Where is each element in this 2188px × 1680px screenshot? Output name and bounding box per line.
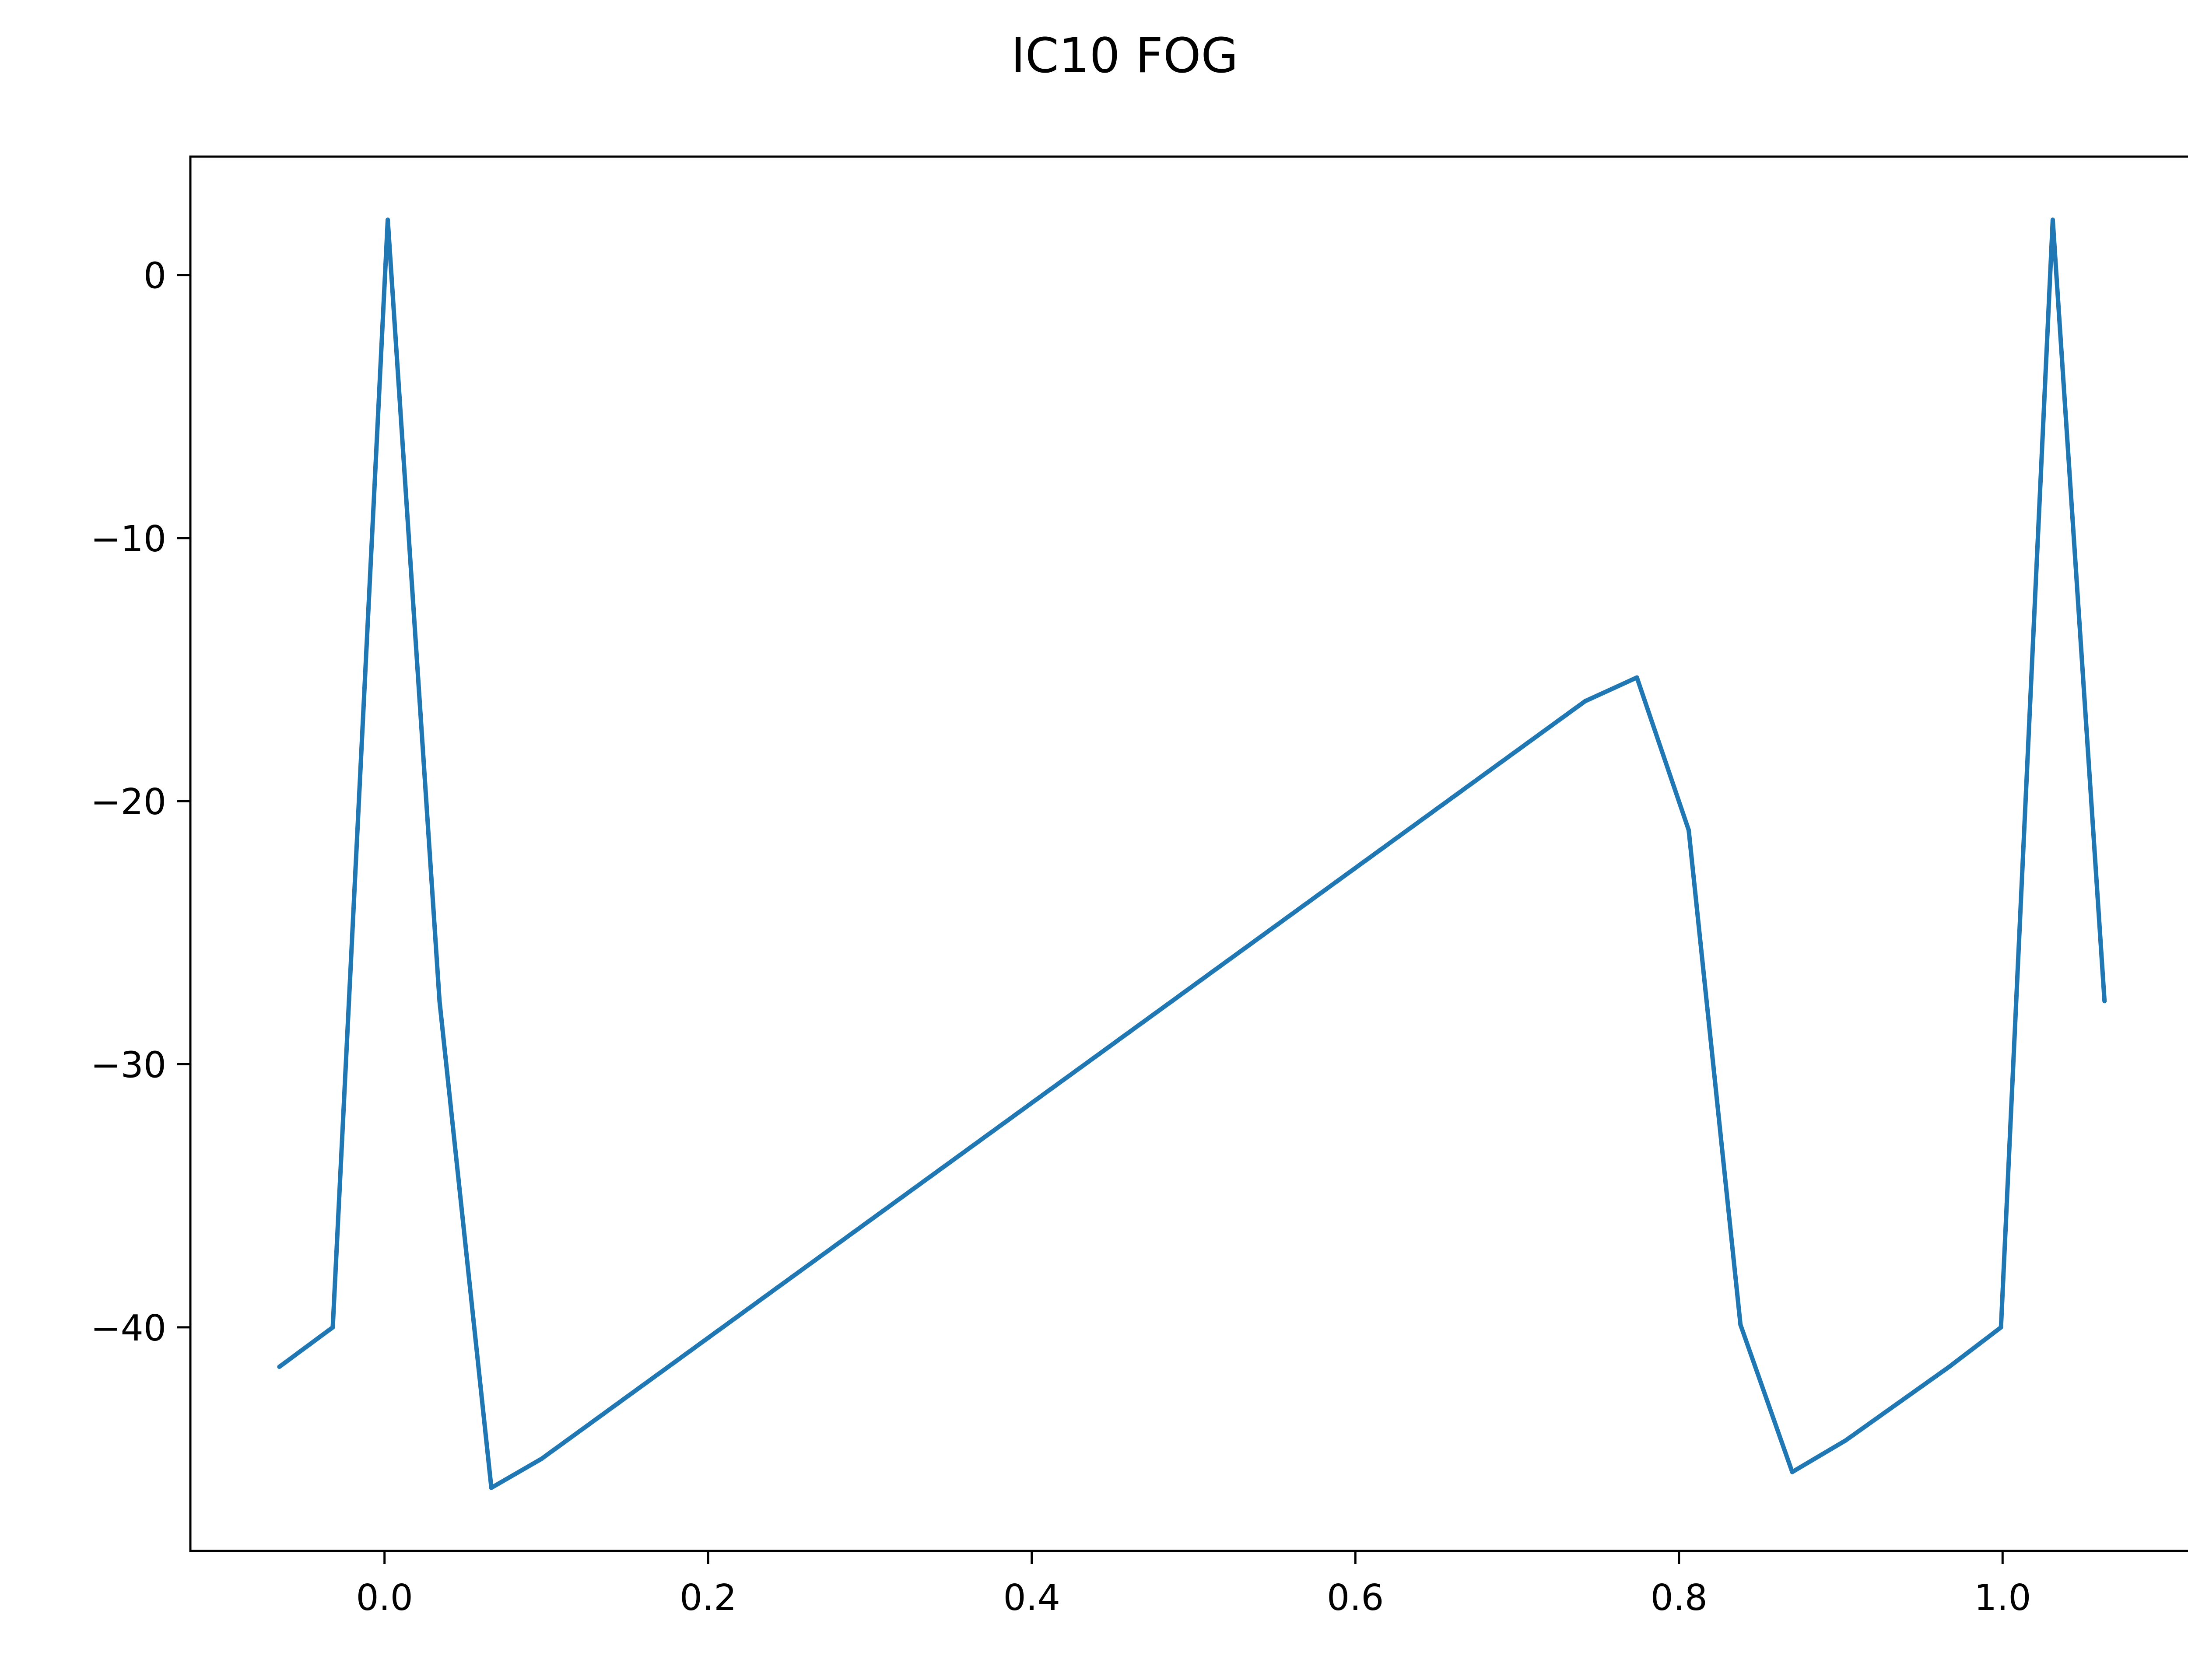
x-tick-label: 0.8: [1651, 1577, 1708, 1619]
data-point: [1634, 675, 1639, 680]
series-layer: [277, 217, 2107, 1490]
x-tick-label: 0.0: [356, 1577, 413, 1619]
plot-area: 0.0 0.2 0.4 0.6 0.8 1.0 0 −10 −20 −30 −40: [91, 155, 2188, 1619]
series-line: [278, 217, 2107, 1490]
data-point: [1947, 1365, 1952, 1369]
data-point: [386, 217, 390, 222]
data-point: [489, 1485, 494, 1490]
x-axis: 0.0 0.2 0.4 0.6 0.8 1.0: [356, 1551, 2031, 1619]
data-point: [2050, 217, 2055, 222]
x-tick-label: 0.4: [1003, 1577, 1060, 1619]
y-tick-label: −20: [91, 781, 166, 823]
data-point: [1738, 1322, 1743, 1327]
axes-frame: [189, 155, 2188, 1552]
y-tick-label: 0: [144, 256, 166, 297]
y-tick-label: −30: [91, 1045, 166, 1086]
y-tick-label: −40: [91, 1308, 166, 1349]
data-point: [1790, 1470, 1795, 1474]
data-point: [1583, 699, 1588, 704]
data-point: [437, 999, 442, 1004]
data-point: [1686, 828, 1691, 833]
x-tick-label: 0.6: [1327, 1577, 1384, 1619]
chart-title: IC10 FOG: [1011, 28, 1238, 84]
data-point: [1999, 1325, 2003, 1330]
data-point: [277, 1365, 282, 1369]
y-axis: 0 −10 −20 −30 −40: [91, 256, 190, 1349]
data-point: [2102, 999, 2107, 1004]
x-tick-label: 0.2: [680, 1577, 736, 1619]
data-point: [1843, 1438, 1848, 1443]
y-tick-label: −10: [91, 518, 166, 560]
data-point: [330, 1325, 335, 1330]
x-tick-label: 1.0: [1974, 1577, 2031, 1619]
data-point: [539, 1456, 544, 1461]
